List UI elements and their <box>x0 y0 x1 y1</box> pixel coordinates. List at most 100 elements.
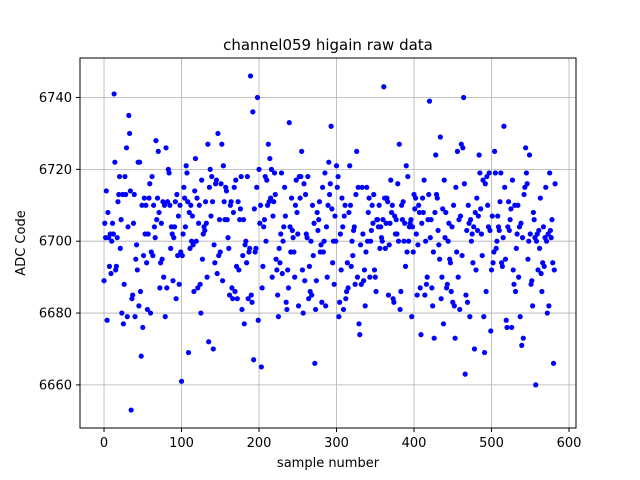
x-tick-label: 500 <box>479 436 504 451</box>
data-point <box>508 206 514 212</box>
data-point <box>151 202 157 208</box>
data-point <box>521 191 527 198</box>
data-point <box>367 274 373 280</box>
data-point <box>543 238 550 244</box>
data-point <box>185 349 192 356</box>
chart-title: channel059 higain raw data <box>223 36 433 54</box>
y-tick-label: 6680 <box>39 307 72 322</box>
data-point <box>313 306 319 313</box>
data-point <box>128 407 134 413</box>
data-point <box>476 152 482 158</box>
data-point <box>137 159 143 165</box>
data-point <box>136 303 142 309</box>
data-point <box>394 231 400 237</box>
data-point <box>463 292 469 298</box>
data-point <box>168 245 174 251</box>
data-point <box>335 173 341 180</box>
data-point <box>408 217 414 223</box>
data-point <box>348 263 354 269</box>
data-point <box>536 245 543 251</box>
data-point <box>202 199 209 205</box>
data-point <box>343 296 349 302</box>
data-point <box>344 260 350 266</box>
data-point <box>341 213 347 219</box>
data-point <box>488 267 495 273</box>
grid-lines <box>80 58 576 428</box>
data-point <box>268 195 274 201</box>
data-point <box>180 231 186 237</box>
data-point <box>101 278 107 284</box>
data-point <box>122 173 128 180</box>
data-point <box>496 227 502 234</box>
data-point <box>248 292 254 298</box>
data-point <box>203 220 209 226</box>
data-point <box>118 217 124 223</box>
data-point <box>149 173 155 180</box>
data-point <box>505 199 512 205</box>
data-point <box>373 288 379 295</box>
data-point <box>241 321 247 327</box>
data-point <box>428 217 434 223</box>
plot-frame <box>79 57 577 429</box>
data-point <box>478 206 484 212</box>
data-point <box>523 170 530 176</box>
data-point <box>378 224 384 230</box>
data-point <box>151 224 157 230</box>
data-point <box>324 274 330 280</box>
data-point <box>366 195 372 201</box>
data-point <box>436 242 442 248</box>
data-point <box>420 209 426 216</box>
data-point <box>530 209 536 216</box>
data-point <box>457 213 464 219</box>
data-point <box>223 188 230 194</box>
data-point <box>360 231 366 237</box>
data-point <box>232 288 238 295</box>
data-point <box>515 202 521 208</box>
data-point <box>490 260 496 266</box>
data-point <box>325 202 331 208</box>
data-point <box>370 220 376 226</box>
data-point <box>134 267 140 273</box>
data-point <box>353 191 359 198</box>
data-point <box>190 242 196 248</box>
data-point <box>412 206 418 212</box>
data-point <box>461 94 467 101</box>
data-point <box>318 242 324 248</box>
y-axis-ticks: 6660 6680 6700 6720 6740 <box>39 91 80 393</box>
data-point <box>336 314 342 320</box>
data-point <box>453 184 459 190</box>
data-point <box>461 181 467 187</box>
data-point <box>238 173 244 180</box>
data-point <box>130 292 136 298</box>
data-point <box>435 227 441 234</box>
data-point <box>194 195 200 201</box>
data-point <box>147 310 154 316</box>
data-point <box>316 199 323 205</box>
data-point <box>306 263 312 269</box>
data-point <box>275 292 281 298</box>
data-point <box>119 310 125 316</box>
data-point <box>510 267 516 273</box>
data-point <box>421 177 427 183</box>
data-point <box>481 314 487 320</box>
data-point <box>502 184 508 190</box>
data-point <box>538 270 544 277</box>
data-point <box>140 324 146 331</box>
data-point <box>213 177 219 183</box>
data-point <box>113 263 120 269</box>
data-point <box>172 199 178 205</box>
data-point <box>280 238 286 244</box>
data-point <box>276 245 282 251</box>
data-point <box>380 217 386 223</box>
data-point <box>182 195 188 201</box>
data-point <box>261 224 267 230</box>
data-point <box>386 242 392 248</box>
data-points <box>101 73 558 413</box>
data-point <box>502 256 509 262</box>
data-point <box>419 220 425 226</box>
data-point <box>123 145 130 151</box>
data-point <box>494 238 500 244</box>
data-point <box>526 152 533 158</box>
data-point <box>268 166 275 172</box>
data-point <box>549 217 555 223</box>
